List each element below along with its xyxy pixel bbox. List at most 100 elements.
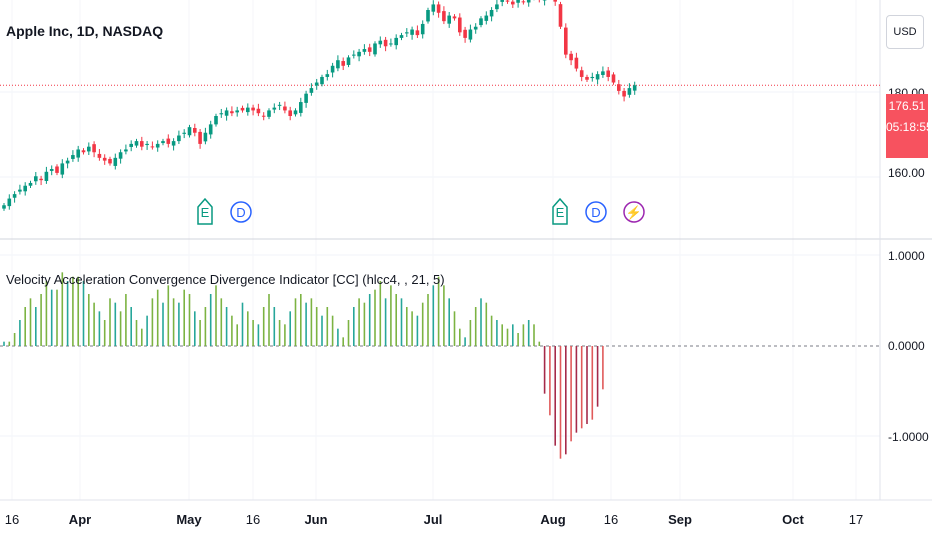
candle-body xyxy=(203,132,208,142)
earnings-icon xyxy=(552,197,568,225)
candle-body xyxy=(405,32,409,34)
candle-body xyxy=(309,88,314,93)
candle-body xyxy=(161,141,165,144)
candle-body xyxy=(325,74,330,77)
candle-body xyxy=(511,1,515,5)
candle-body xyxy=(39,178,43,181)
candle-body xyxy=(214,116,218,125)
earnings-icon xyxy=(197,197,213,225)
candle-body xyxy=(352,54,356,56)
candle-body xyxy=(2,205,6,209)
candle-body xyxy=(166,138,171,144)
candle-body xyxy=(145,143,149,146)
candle-body xyxy=(240,107,245,111)
candle-body xyxy=(341,61,345,66)
last-price-tag: 176.51 05:18:55 xyxy=(886,94,932,158)
candle-body xyxy=(28,182,33,186)
candle-body xyxy=(452,16,457,19)
candle-body xyxy=(564,27,568,55)
candle-body xyxy=(76,149,80,158)
candle-body xyxy=(542,0,547,1)
candle-body xyxy=(304,93,308,103)
time-axis-label: Apr xyxy=(68,512,92,527)
candle-body xyxy=(108,158,112,164)
time-axis-label: Oct xyxy=(782,512,804,527)
candle-body xyxy=(558,4,563,27)
candle-body xyxy=(426,10,430,22)
candle-body xyxy=(479,18,483,26)
candle-body xyxy=(55,166,59,173)
candle-body xyxy=(431,4,436,12)
candle-body xyxy=(595,74,600,80)
candle-body xyxy=(299,102,303,113)
candle-body xyxy=(230,111,234,114)
time-axis-label: Jul xyxy=(423,512,443,527)
candle-body xyxy=(224,110,229,116)
candle-body xyxy=(171,141,176,146)
candle-body xyxy=(261,115,266,117)
candle-body xyxy=(378,40,383,45)
indicator-axis-label: -1.0000 xyxy=(888,430,929,444)
candle-body xyxy=(383,39,388,47)
candle-body xyxy=(336,60,340,69)
candle-body xyxy=(155,143,160,148)
candle-body xyxy=(12,194,17,198)
candle-body xyxy=(505,0,510,2)
candle-body xyxy=(420,23,425,35)
candle-body xyxy=(415,30,420,36)
candle-body xyxy=(102,157,107,161)
candle-body xyxy=(579,70,584,77)
bar-countdown: 05:18:55 xyxy=(886,120,932,134)
event-marker-label: D xyxy=(236,205,245,220)
candle-body xyxy=(87,146,91,152)
candle-body xyxy=(500,0,504,2)
candle-body xyxy=(617,84,621,91)
candle-body xyxy=(357,51,361,57)
candle-body xyxy=(495,4,499,10)
candle-body xyxy=(18,189,22,192)
candle-body xyxy=(65,160,70,164)
candle-body xyxy=(256,108,261,114)
candle-body xyxy=(7,198,12,207)
time-axis-label: Sep xyxy=(668,512,692,527)
candle-body xyxy=(410,29,414,35)
candle-body xyxy=(92,144,96,153)
candle-body xyxy=(272,107,277,110)
candle-body xyxy=(569,53,573,61)
time-axis-label: Aug xyxy=(540,512,566,527)
candle-body xyxy=(182,132,186,134)
candle-body xyxy=(81,150,86,153)
candle-body xyxy=(246,107,250,113)
candle-body xyxy=(389,43,393,45)
indicator-axis-label: 1.0000 xyxy=(888,249,925,263)
candle-body xyxy=(251,107,255,111)
time-axis-label: May xyxy=(176,512,202,527)
currency-button[interactable]: USD xyxy=(886,15,924,49)
time-axis-label: 16 xyxy=(603,512,619,527)
candle-body xyxy=(574,57,579,69)
candle-body xyxy=(124,149,128,152)
candle-body xyxy=(601,71,605,75)
candle-body xyxy=(267,110,271,117)
candle-body xyxy=(60,163,65,175)
indicator-axis-label: 0.0000 xyxy=(888,339,925,353)
candle-body xyxy=(150,146,155,148)
candle-body xyxy=(277,104,282,106)
candle-body xyxy=(235,110,239,113)
candle-body xyxy=(346,57,351,65)
candle-body xyxy=(516,0,520,3)
candle-body xyxy=(632,85,637,91)
candle-body xyxy=(463,29,467,38)
indicator-title: Velocity Acceleration Convergence Diverg… xyxy=(6,272,445,287)
candle-body xyxy=(330,65,335,73)
candle-body xyxy=(320,76,324,85)
candle-body xyxy=(611,74,616,83)
candle-body xyxy=(394,37,398,46)
candle-body xyxy=(97,153,102,158)
time-axis-label: 16 xyxy=(4,512,20,527)
candle-body xyxy=(399,35,404,38)
candle-body xyxy=(118,152,123,159)
candle-body xyxy=(458,17,462,33)
candle-body xyxy=(113,157,118,166)
